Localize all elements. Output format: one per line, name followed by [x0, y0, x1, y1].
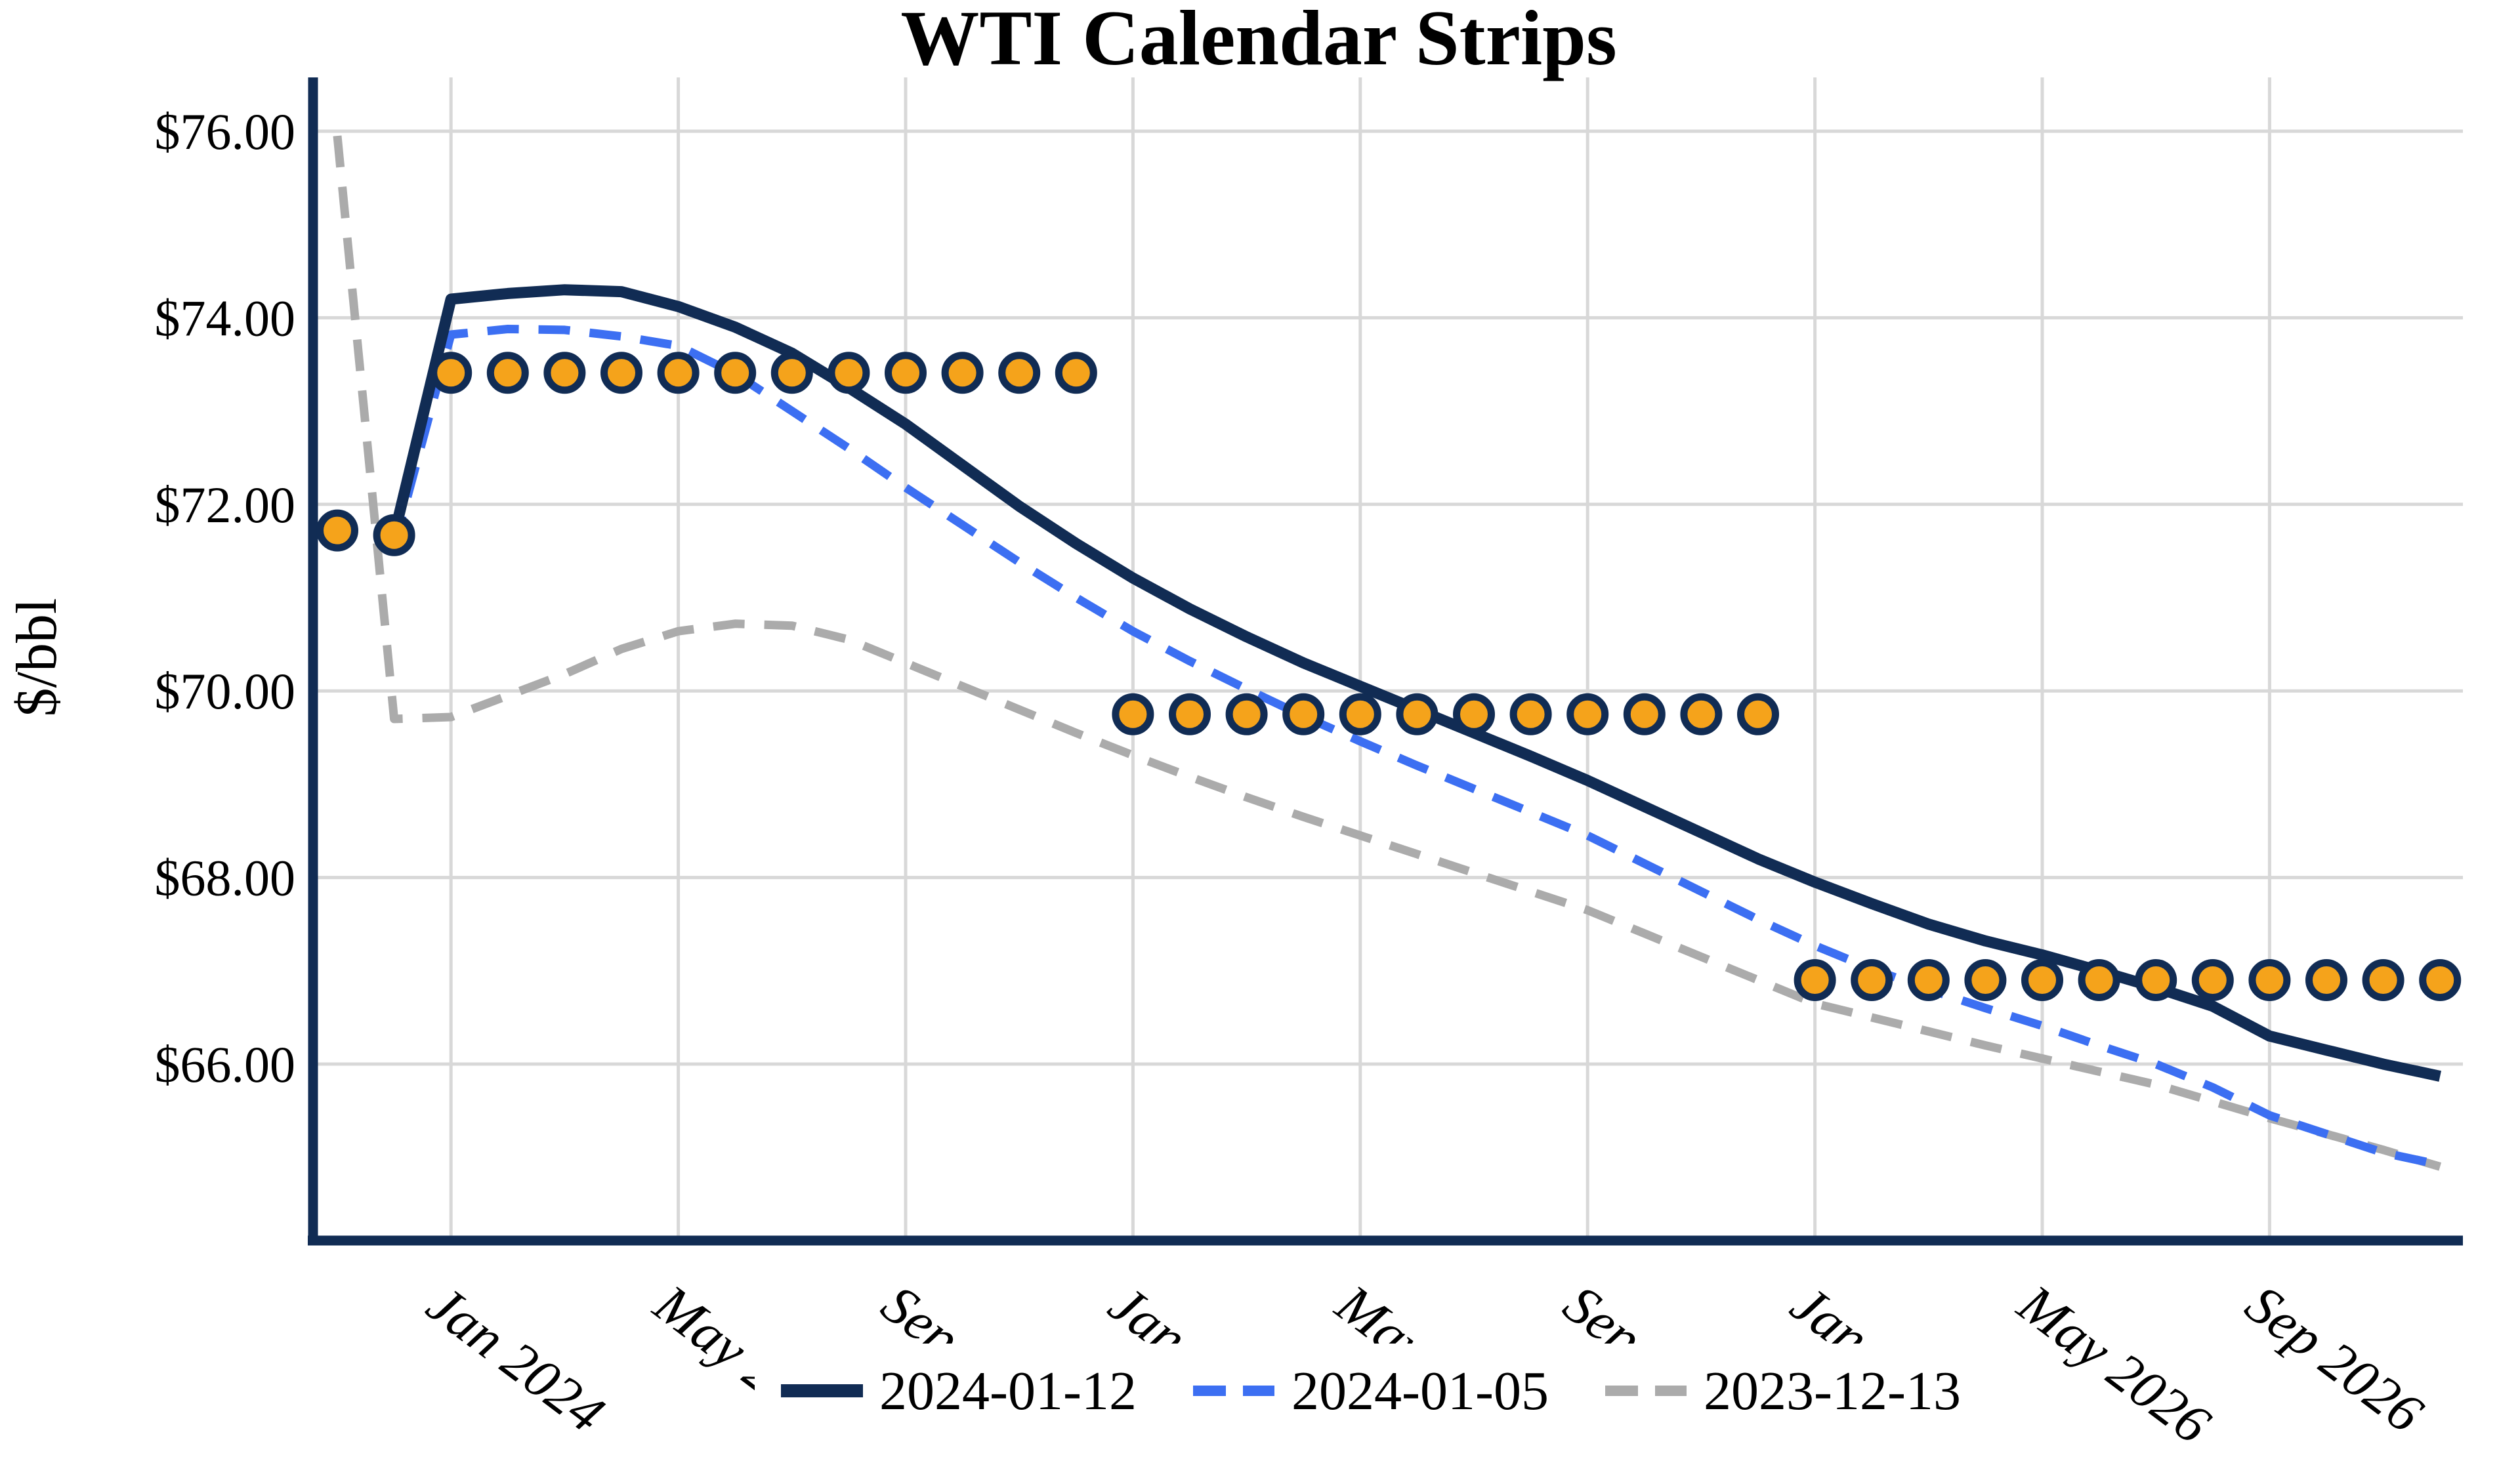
strip-2025-dot — [1282, 693, 1325, 735]
strip-2024-dot — [657, 352, 700, 394]
chart-title: WTI Calendar Strips — [900, 0, 1616, 81]
strip-2026-dot — [1794, 959, 1836, 1001]
x-tick-label: Sep 2026 — [2235, 1273, 2434, 1445]
strip-2026-dot — [2248, 959, 2291, 1001]
strip-2024-dot — [885, 352, 927, 394]
series-line-2023-12-13 — [333, 135, 2442, 1171]
calendar-strip-markers — [316, 352, 2462, 1001]
y-tick-label: $70.00 — [155, 663, 296, 720]
strip-2026-dot — [2419, 959, 2462, 1001]
y-tick-label: $74.00 — [155, 289, 296, 346]
series-line-2024-01-12 — [388, 284, 2441, 1082]
strip-2026-dot — [2191, 959, 2234, 1001]
strip-2026-dot — [1964, 959, 2007, 1001]
strip-2025-dot — [1339, 693, 1381, 735]
y-tick-label: $76.00 — [155, 103, 296, 160]
strip-2025-dot — [1737, 693, 1779, 735]
strip-2026-dot — [2021, 959, 2063, 1001]
strip-2026-dot — [2362, 959, 2404, 1001]
strip-2026-dot — [1851, 959, 1893, 1001]
strip-2024-dot — [770, 352, 813, 394]
front-month-dot — [373, 514, 415, 556]
series-lines — [333, 135, 2442, 1171]
legend-background — [755, 1344, 2008, 1480]
strip-2025-dot — [1623, 693, 1666, 735]
y-tick-label: $68.00 — [155, 850, 296, 907]
y-tick-label: $66.00 — [155, 1036, 296, 1093]
front-month-dot — [316, 509, 358, 552]
strip-2025-dot — [1112, 693, 1154, 735]
strip-2024-dot — [941, 352, 984, 394]
strip-2024-dot — [998, 352, 1041, 394]
strip-2025-dot — [1509, 693, 1552, 735]
strip-2025-dot — [1453, 693, 1495, 735]
strip-2026-dot — [2135, 959, 2177, 1001]
series-line-2024-01-05 — [390, 325, 2441, 1169]
x-tick-label: May 2026 — [2007, 1273, 2221, 1455]
strip-2024-dot — [430, 352, 472, 394]
strip-2024-dot — [486, 352, 529, 394]
y-axis-tick-labels: $76.00 $74.00 $72.00 $70.00 $68.00 $66.00 — [155, 103, 296, 1093]
axes — [308, 77, 2463, 1246]
legend-label-2023-12-13: 2023-12-13 — [1704, 1361, 1961, 1422]
y-tick-label: $72.00 — [155, 476, 296, 533]
strip-2024-dot — [600, 352, 642, 394]
strip-2024-dot — [828, 352, 870, 394]
gridlines — [318, 77, 2463, 1236]
strip-2025-dot — [1396, 693, 1438, 735]
strip-2024-dot — [1055, 352, 1097, 394]
strip-2025-dot — [1680, 693, 1723, 735]
legend-label-2024-01-05: 2024-01-05 — [1292, 1361, 1549, 1422]
strip-2025-dot — [1225, 693, 1268, 735]
legend: 2024-01-12 2024-01-05 2023-12-13 — [755, 1344, 2008, 1480]
strip-2024-dot — [543, 352, 586, 394]
strip-2026-dot — [2078, 959, 2120, 1001]
strip-2026-dot — [2305, 959, 2347, 1001]
legend-label-2024-01-12: 2024-01-12 — [879, 1361, 1137, 1422]
strip-2024-dot — [714, 352, 757, 394]
y-axis-title: $/bbl — [5, 598, 69, 717]
x-tick-label: Jan 2024 — [416, 1273, 616, 1445]
strip-2026-dot — [1907, 959, 1950, 1001]
strip-2025-dot — [1169, 693, 1211, 735]
strip-2025-dot — [1566, 693, 1609, 735]
